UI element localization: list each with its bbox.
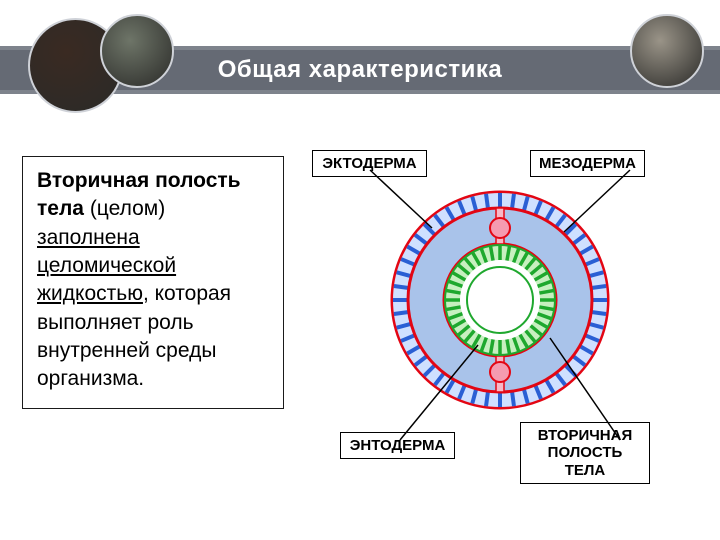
header-image bbox=[630, 14, 704, 88]
header-image bbox=[100, 14, 174, 88]
cross-section-diagram bbox=[300, 140, 700, 480]
description-box: Вторичная полость тела (целом) заполнена… bbox=[22, 156, 284, 409]
description-text: (целом) bbox=[84, 197, 165, 220]
